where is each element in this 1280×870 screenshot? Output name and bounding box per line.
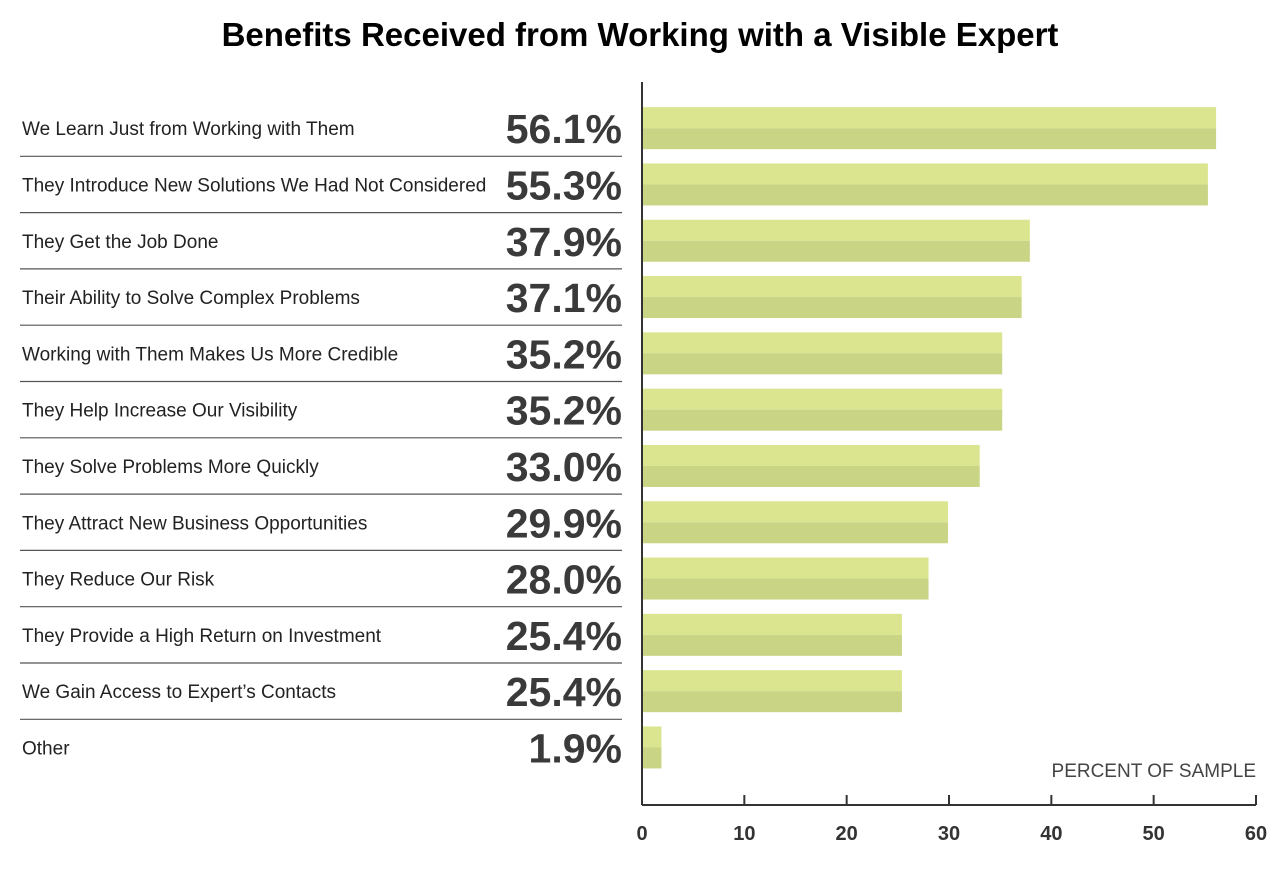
bar-top: [642, 107, 1217, 129]
bar: [642, 557, 929, 600]
x-tick-label: 0: [636, 823, 647, 845]
bar: [642, 444, 980, 487]
value-label: 37.9%: [506, 219, 622, 265]
bar-top: [642, 332, 1003, 354]
bar-bottom: [642, 409, 1003, 431]
bar-bottom: [642, 634, 902, 656]
bar-top: [642, 557, 929, 579]
bar-top: [642, 444, 980, 466]
bar-top: [642, 613, 902, 635]
category-label: We Learn Just from Working with Them: [22, 119, 355, 140]
x-tick-label: 20: [836, 823, 858, 845]
bar-bottom: [642, 297, 1022, 319]
category-label: They Get the Job Done: [22, 232, 218, 253]
value-label: 35.2%: [506, 388, 622, 434]
category-label: Working with Them Makes Us More Credible: [22, 344, 398, 365]
value-label: 33.0%: [506, 444, 622, 490]
bar-top: [642, 501, 948, 523]
value-label: 37.1%: [506, 275, 622, 321]
bar-bottom: [642, 465, 980, 487]
category-label: They Reduce Our Risk: [22, 570, 215, 591]
category-label: They Attract New Business Opportunities: [22, 513, 367, 534]
category-label: Their Ability to Solve Complex Problems: [22, 288, 360, 309]
bar-bottom: [642, 353, 1003, 375]
value-label: 56.1%: [506, 106, 622, 152]
value-label: 25.4%: [506, 669, 622, 715]
chart-title: Benefits Received from Working with a Vi…: [221, 16, 1059, 53]
value-label: 35.2%: [506, 331, 622, 377]
bar: [642, 276, 1022, 319]
bar-top: [642, 163, 1208, 185]
bar-bottom: [642, 522, 948, 544]
x-tick-label: 60: [1245, 823, 1267, 845]
bar-bottom: [642, 128, 1217, 150]
x-tick-label: 50: [1143, 823, 1165, 845]
x-axis-ticks: 0 10 20 30 40 50 60: [636, 795, 1267, 845]
bar-bottom: [642, 691, 902, 713]
bar: [642, 219, 1030, 262]
category-label: We Gain Access to Expert’s Contacts: [22, 682, 336, 703]
value-label: 25.4%: [506, 613, 622, 659]
category-label: They Provide a High Return on Investment: [22, 626, 382, 647]
bar-top: [642, 276, 1022, 298]
bar: [642, 332, 1003, 375]
category-label: They Introduce New Solutions We Had Not …: [22, 175, 486, 196]
bar-bottom: [642, 240, 1030, 262]
x-tick-label: 10: [733, 823, 755, 845]
value-label: 55.3%: [506, 162, 622, 208]
bar: [642, 388, 1003, 431]
bars: [642, 107, 1217, 769]
value-label: 28.0%: [506, 557, 622, 603]
bar: [642, 670, 902, 713]
category-label: They Help Increase Our Visibility: [22, 401, 298, 422]
category-label: They Solve Problems More Quickly: [22, 457, 319, 478]
category-label: Other: [22, 738, 70, 759]
bar-bottom: [642, 184, 1208, 206]
value-label: 29.9%: [506, 500, 622, 546]
value-labels: 56.1% 55.3% 37.9% 37.1% 35.2% 35.2% 33.0% 29.9%…: [506, 106, 622, 771]
bar-top: [642, 670, 902, 692]
category-labels: We Learn Just from Working with Them They…: [22, 119, 486, 759]
bar: [642, 501, 948, 544]
bar: [642, 726, 662, 769]
bar-bottom: [642, 747, 662, 769]
bar: [642, 107, 1217, 150]
bar: [642, 163, 1208, 206]
bar: [642, 613, 902, 656]
x-axis-title: PERCENT OF SAMPLE: [1052, 761, 1256, 782]
bar-top: [642, 726, 662, 748]
bar-bottom: [642, 578, 929, 600]
x-tick-label: 40: [1040, 823, 1062, 845]
bar-top: [642, 219, 1030, 241]
bar-top: [642, 388, 1003, 410]
x-tick-label: 30: [938, 823, 960, 845]
row-separators: [20, 155, 622, 720]
value-label: 1.9%: [529, 725, 622, 771]
